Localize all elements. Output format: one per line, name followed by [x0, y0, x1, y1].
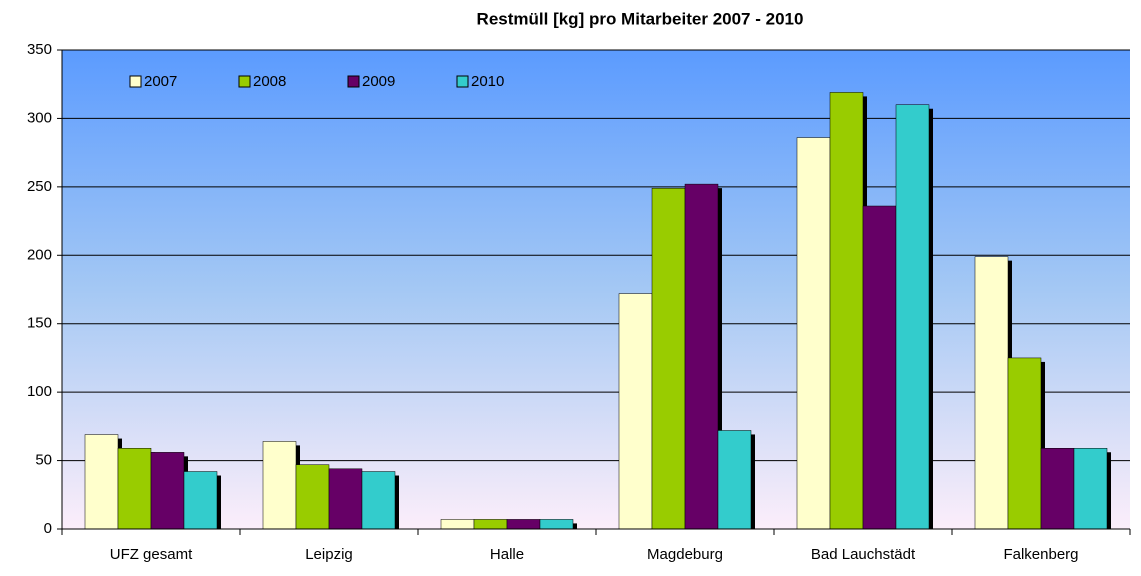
plot-area — [62, 50, 1130, 529]
bar — [150, 452, 185, 530]
bar — [717, 430, 752, 530]
bar — [1040, 448, 1075, 530]
x-tick-label: Halle — [490, 546, 524, 563]
legend-label: 2007 — [144, 73, 177, 90]
legend-label: 2008 — [253, 73, 286, 90]
bar — [361, 471, 396, 530]
x-tick-label: Falkenberg — [1003, 546, 1078, 563]
bar — [974, 256, 1009, 530]
legend-label: 2009 — [362, 73, 395, 90]
bar — [440, 519, 475, 530]
bar — [262, 441, 297, 530]
bar — [895, 104, 930, 530]
y-tick-label: 250 — [27, 178, 52, 195]
bar — [117, 448, 152, 530]
legend-label: 2010 — [471, 73, 504, 90]
bar — [618, 293, 653, 530]
x-tick-label: UFZ gesamt — [110, 546, 193, 563]
x-tick-label: Magdeburg — [647, 546, 723, 563]
bar — [1007, 357, 1042, 530]
bar — [651, 187, 686, 530]
bar — [862, 205, 897, 530]
y-tick-label: 100 — [27, 383, 52, 400]
y-tick-label: 0 — [44, 520, 52, 537]
y-tick-label: 150 — [27, 315, 52, 332]
bar — [539, 519, 574, 530]
bar — [829, 92, 864, 530]
legend-swatch — [347, 75, 360, 88]
bar — [183, 471, 218, 530]
bar — [684, 183, 719, 530]
x-tick-label: Leipzig — [305, 546, 353, 563]
bar — [506, 519, 541, 530]
legend-swatch — [456, 75, 469, 88]
y-tick-label: 200 — [27, 246, 52, 263]
bar — [473, 519, 508, 530]
legend-swatch — [238, 75, 251, 88]
y-tick-label: 350 — [27, 41, 52, 58]
bar — [84, 434, 119, 530]
chart-title: Restmüll [kg] pro Mitarbeiter 2007 - 201… — [477, 9, 804, 28]
legend-swatch — [129, 75, 142, 88]
bar — [295, 464, 330, 530]
x-tick-label: Bad Lauchstädt — [811, 546, 916, 563]
bar — [1073, 448, 1108, 530]
y-tick-label: 300 — [27, 109, 52, 126]
bar — [796, 137, 831, 530]
y-tick-label: 50 — [35, 452, 52, 469]
bar — [328, 468, 363, 530]
